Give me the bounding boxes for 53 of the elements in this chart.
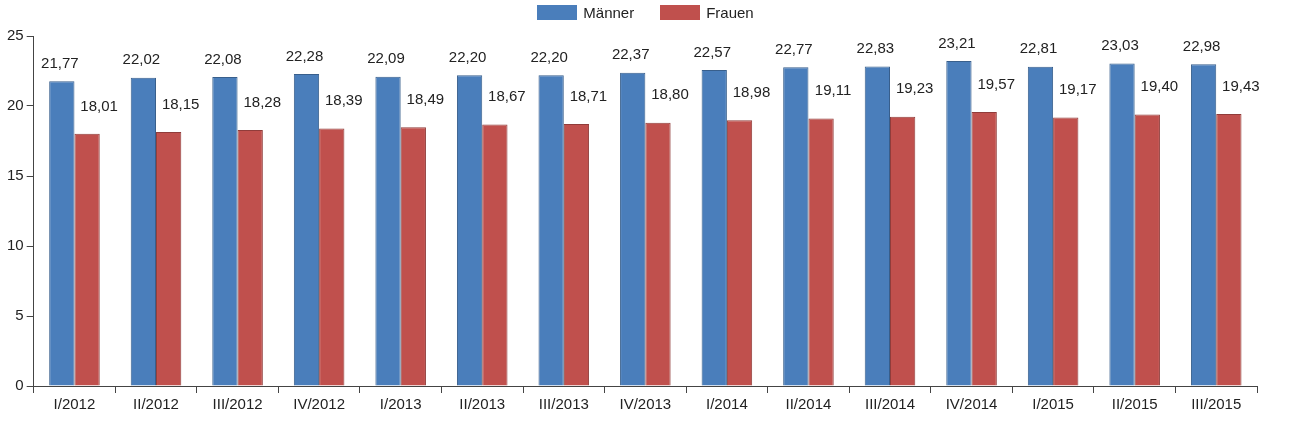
x-tick-label: I/2012: [53, 395, 96, 413]
data-label: 19,23: [895, 79, 934, 97]
data-label: 23,03: [1101, 36, 1139, 54]
data-label: 18,98: [732, 82, 771, 100]
data-label: 18,80: [651, 85, 689, 103]
x-tick-label: III/2014: [864, 395, 916, 413]
x-tick-label: I/2013: [379, 395, 422, 413]
data-label: 22,57: [693, 42, 732, 60]
data-label: 18,71: [569, 86, 608, 104]
x-tick-label: I/2015: [1032, 395, 1074, 413]
x-tick-label: IV/2012: [293, 395, 345, 413]
y-tick-label: 20: [7, 96, 24, 114]
x-tick-label: III/2013: [538, 395, 589, 413]
data-label: 22,28: [285, 46, 324, 64]
data-label: 18,39: [324, 91, 363, 109]
x-tick-label: II/2015: [1111, 395, 1158, 413]
y-tick-label: 15: [7, 166, 24, 184]
data-label: 19,40: [1140, 77, 1179, 95]
data-label: 22,77: [775, 39, 813, 57]
data-label: 22,20: [530, 47, 568, 65]
y-tick-label: 10: [7, 236, 24, 254]
data-label: 22,20: [448, 47, 487, 65]
data-label: 19,17: [1058, 80, 1097, 98]
data-label: 19,43: [1222, 76, 1260, 94]
x-tick-label: IV/2014: [945, 395, 998, 413]
x-tick-label: II/2013: [459, 395, 506, 413]
x-tick-label: III/2012: [212, 395, 263, 413]
data-label: 18,01: [80, 96, 118, 114]
x-tick-label: IV/2013: [619, 395, 672, 413]
y-tick-label: 25: [7, 26, 24, 44]
data-label: 22,98: [1182, 36, 1221, 54]
data-label: 22,37: [611, 45, 650, 63]
data-label: 22,09: [367, 49, 405, 67]
data-label: 22,81: [1019, 39, 1058, 57]
data-label: 18,15: [161, 94, 200, 112]
data-label: 18,67: [488, 87, 526, 105]
data-label: 18,28: [243, 92, 281, 110]
data-label: 21,77: [41, 53, 79, 71]
data-label: 22,08: [204, 49, 242, 67]
data-label: 23,21: [938, 33, 976, 51]
legend-label: Frauen: [706, 4, 754, 21]
data-label: 19,57: [977, 74, 1015, 92]
legend-label: Männer: [583, 4, 635, 21]
y-tick-label: 0: [15, 376, 24, 394]
x-tick-label: I/2014: [706, 395, 748, 413]
x-tick-label: III/2015: [1191, 395, 1242, 413]
x-tick-label: II/2014: [785, 395, 832, 413]
y-tick-label: 5: [15, 306, 24, 324]
data-label: 18,49: [406, 89, 445, 107]
data-label: 19,11: [814, 81, 852, 99]
data-label: 22,83: [856, 39, 895, 57]
x-tick-label: II/2012: [133, 395, 179, 413]
data-label: 22,02: [122, 50, 161, 68]
